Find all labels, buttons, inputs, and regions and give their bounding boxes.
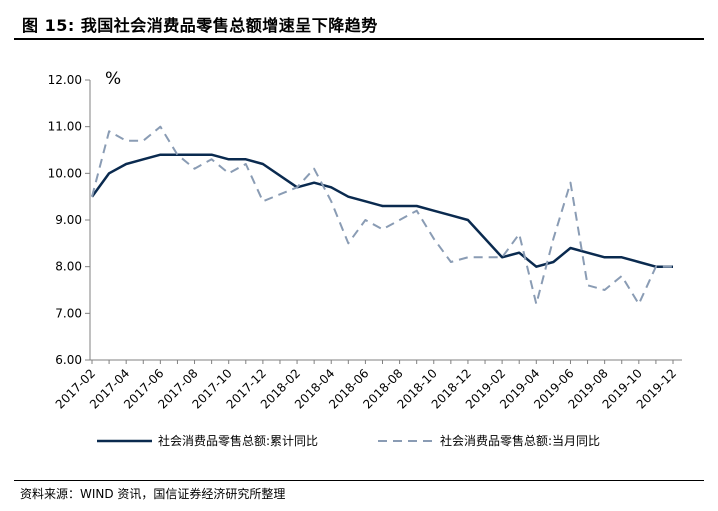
- title-bar: 图 15: 我国社会消费品零售总额增速呈下降趋势: [14, 0, 704, 40]
- y-axis: 6.00 7.00 8.00 9.00 10.00 11.00 12.00: [48, 73, 91, 367]
- y-tick-label: 7.00: [55, 306, 82, 320]
- y-tick-label: 8.00: [55, 260, 82, 274]
- series-line-cumulative: [90, 153, 673, 268]
- legend-label-monthly: 社会消费品零售总额:当月同比: [440, 433, 600, 448]
- y-tick-label: 9.00: [55, 213, 82, 227]
- legend: 社会消费品零售总额:累计同比 社会消费品零售总额:当月同比: [97, 433, 600, 448]
- y-tick-label: 6.00: [55, 353, 82, 367]
- y-tick-label: 12.00: [48, 73, 82, 87]
- figure-title: 图 15: 我国社会消费品零售总额增速呈下降趋势: [22, 16, 378, 35]
- y-tick-label: 11.00: [48, 120, 82, 134]
- chart-lines: [90, 125, 673, 305]
- x-axis: 2017-022017-042017-062017-082017-102017-…: [53, 359, 682, 412]
- series-line-monthly: [91, 125, 673, 305]
- legend-label-cumulative: 社会消费品零售总额:累计同比: [158, 433, 318, 448]
- footer-rule: [14, 480, 704, 481]
- source-note: 资料来源：WIND 资讯，国信证券经济研究所整理: [20, 487, 286, 501]
- unit-label: %: [105, 69, 121, 89]
- y-tick-label: 10.00: [48, 166, 82, 180]
